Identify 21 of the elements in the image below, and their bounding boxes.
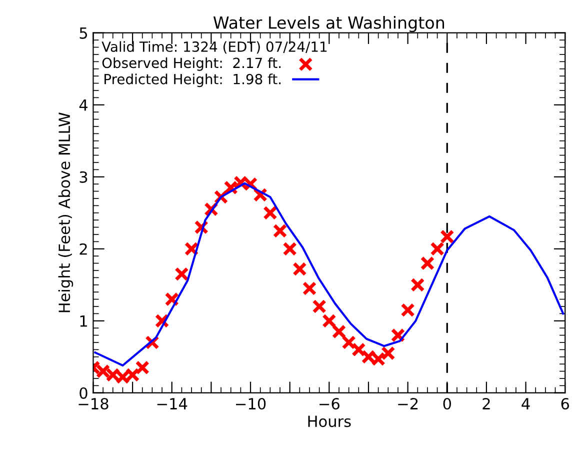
x-tick-label: 4 [522, 398, 530, 410]
x-tick-label: −2 [398, 398, 418, 410]
y-tick-label: 1 [80, 316, 87, 327]
x-tick-label: 2 [482, 398, 490, 410]
chart-title: Water Levels at Washington [213, 16, 444, 32]
y-tick-label: 2 [80, 243, 87, 255]
y-tick-label: 5 [80, 28, 88, 39]
legend-label: Observed Height: 2.17 ft. [102, 57, 281, 71]
x-tick-label: −18 [78, 398, 108, 410]
y-tick-label: 4 [79, 100, 88, 111]
x-tick-label: −10 [236, 398, 266, 410]
x-tick-label: −14 [157, 398, 188, 410]
x-tick-label: −6 [320, 398, 340, 410]
y-axis-title: Height (Feet) Above MLLW [58, 112, 74, 312]
y-tick-label: 3 [80, 171, 88, 183]
x-tick-label: 6 [561, 398, 569, 410]
x-tick-label: 0 [443, 398, 451, 410]
x-axis-title: Hours [308, 416, 351, 428]
y-tick-label: 0 [80, 387, 88, 399]
legend-label: Predicted Height: 1.98 ft. [104, 74, 281, 88]
legend-title: Valid Time: 1324 (EDT) 07/24/11 [102, 41, 327, 54]
